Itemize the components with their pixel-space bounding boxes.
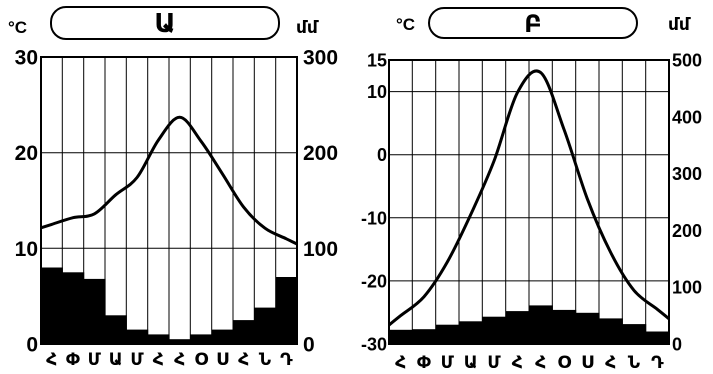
precip-bar-b-6: [505, 311, 530, 344]
precip-bar-b-3: [435, 324, 460, 344]
precip-tick-label-b: 500: [672, 51, 702, 71]
precip-bar-b-7: [529, 305, 553, 344]
plot-frame-a: [40, 56, 298, 345]
precip-tick-label-a: 200: [303, 142, 338, 165]
month-label-a: Հ: [174, 350, 185, 369]
month-label-a: Հ: [46, 350, 57, 369]
precip-tick-label-b: 200: [672, 221, 702, 241]
temp-tick-label-b: -20: [361, 271, 387, 291]
plot-frame-b: [388, 59, 670, 345]
month-label-a: Փ: [66, 350, 80, 369]
month-label-b: Հ: [512, 353, 523, 372]
chart-a-right-unit: մմ: [296, 18, 319, 37]
chart-b-title-box: [428, 7, 638, 39]
chart-a-left-unit: °C: [8, 18, 27, 37]
temp-tick-label-a: 20: [15, 142, 38, 165]
chart-a-title: Ա: [154, 8, 175, 38]
precip-bar-b-5: [482, 316, 507, 344]
precip-bar-b-4: [459, 321, 483, 344]
precip-bar-a-1: [41, 267, 63, 344]
month-label-a: Մ: [130, 350, 144, 369]
month-label-b: Մ: [487, 353, 501, 372]
month-label-a: Դ: [280, 350, 293, 369]
precip-bar-a-2: [62, 272, 85, 345]
month-label-a: Օ: [195, 350, 209, 369]
temperature-line-a: [40, 115, 298, 246]
precip-bar-b-12: [645, 331, 670, 344]
month-label-a: Ս: [216, 350, 229, 369]
precip-bar-a-11: [254, 307, 277, 344]
precip-bar-b-8: [552, 309, 577, 344]
temp-tick-label-b: 0: [377, 145, 387, 165]
precip-bar-a-3: [83, 278, 106, 344]
month-label-a: Ա: [109, 350, 123, 369]
month-label-b: Փ: [417, 353, 431, 372]
month-label-a: Հ: [238, 350, 249, 369]
temp-tick-label-a: 30: [15, 47, 38, 70]
precip-bar-a-8: [190, 334, 213, 344]
precip-bar-b-10: [599, 318, 623, 344]
month-label-b: Ա: [464, 353, 478, 372]
precip-tick-label-b: 100: [672, 278, 702, 298]
temp-tick-label-a: 10: [15, 238, 38, 261]
precip-bar-a-6: [147, 334, 170, 344]
chart-b-left-unit: °C: [396, 15, 415, 34]
chart-a-title-box: [50, 6, 280, 40]
precip-bar-a-4: [105, 315, 127, 344]
month-label-b: Հ: [605, 353, 616, 372]
temp-tick-label-b: 15: [367, 51, 387, 71]
month-label-b: Ն: [628, 353, 640, 372]
month-label-b: Օ: [558, 353, 572, 372]
precip-bar-b-11: [622, 324, 647, 344]
month-label-b: Դ: [651, 353, 664, 372]
month-label-b: Հ: [395, 353, 406, 372]
temp-tick-label-b: -10: [361, 208, 387, 228]
precip-tick-label-a: 0: [303, 334, 315, 357]
precip-bar-b-2: [412, 329, 437, 344]
precip-bar-a-5: [126, 329, 149, 344]
precip-bar-a-12: [275, 277, 298, 344]
month-label-a: Հ: [153, 350, 164, 369]
month-label-a: Ն: [259, 350, 271, 369]
chart-b-title: Բ: [524, 11, 542, 38]
precip-bar-a-10: [233, 320, 255, 344]
temp-tick-label-b: 10: [367, 82, 387, 102]
precip-bar-b-9: [575, 312, 600, 344]
temp-tick-label-b: -30: [361, 335, 387, 355]
month-label-b: Հ: [535, 353, 546, 372]
month-label-a: Մ: [88, 350, 102, 369]
precip-tick-label-b: 0: [672, 335, 682, 355]
precip-tick-label-b: 300: [672, 164, 702, 184]
temp-tick-label-a: 0: [26, 334, 38, 357]
chart-b-right-unit: մմ: [668, 15, 691, 34]
precip-tick-label-a: 100: [303, 238, 338, 261]
precip-tick-label-a: 300: [303, 47, 338, 70]
precip-bar-a-7: [169, 339, 191, 344]
precip-bar-b-1: [389, 329, 413, 344]
month-label-b: Մ: [441, 353, 455, 372]
temperature-line-b: [388, 69, 670, 327]
precip-bar-a-9: [211, 329, 234, 344]
month-label-b: Ս: [581, 353, 594, 372]
precip-tick-label-b: 400: [672, 107, 702, 127]
